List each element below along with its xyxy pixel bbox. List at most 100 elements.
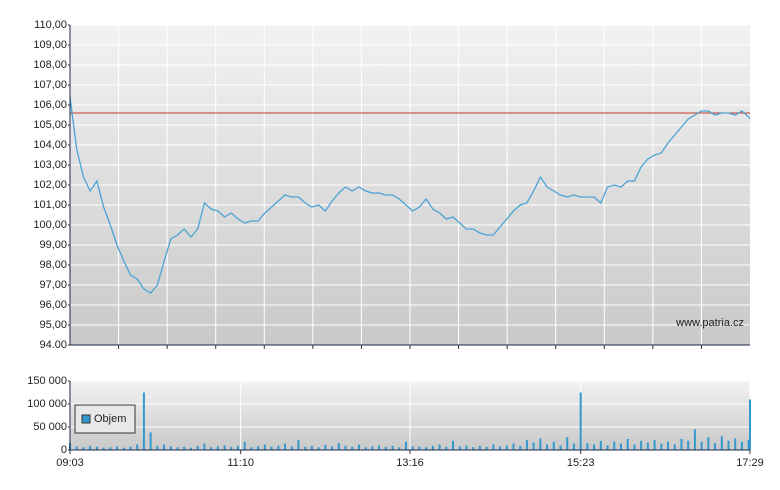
volume-bar [626,438,629,450]
volume-bar [539,438,542,450]
y-tick-label: 103,00 [33,159,67,171]
y-tick-label: 108,00 [33,59,67,71]
volume-bar [183,446,186,450]
volume-bar [667,441,670,450]
volume-bar [720,436,723,450]
volume-bar [646,442,649,450]
volume-bar [445,446,448,450]
volume-bar [384,446,387,450]
volume-bar [391,445,394,450]
volume-bar [250,447,253,450]
y-tick-label: 110,00 [34,19,67,31]
volume-bar [673,444,676,450]
volume-bar [75,446,78,450]
y-tick-label: 99,00 [39,239,67,251]
volume-bar [398,447,401,450]
volume-bar [586,443,589,450]
volume-bar [640,440,643,450]
volume-bar [317,447,320,450]
volume-bar [613,441,616,450]
volume-bar [687,440,690,450]
volume-bar [149,432,152,450]
volume-bar [243,441,246,450]
volume-bar [525,439,528,450]
legend-label: Objem [94,413,126,425]
volume-bar [102,447,105,450]
volume-bar [404,441,407,450]
volume-bar [411,446,414,450]
volume-bar [572,443,575,450]
volume-bar [331,446,334,450]
volume-bar [169,446,172,450]
volume-bar [284,443,287,450]
volume-bar [324,444,327,450]
y-tick-label: 104,00 [33,139,67,151]
y-tick-label: 100,00 [33,219,67,231]
volume-bar [189,447,192,450]
volume-bar [364,447,367,450]
volume-bar [203,443,206,450]
volume-bar [357,444,360,450]
watermark: www.patria.cz [675,317,744,329]
volume-bar [707,437,710,450]
x-tick-label: 11:10 [227,457,254,469]
volume-bar [89,445,92,450]
volume-bar [727,440,730,450]
volume-bar [418,446,421,450]
volume-bar [438,444,441,450]
volume-bar [122,447,125,450]
volume-bar [95,446,98,450]
volume-bar [82,447,85,450]
volume-bar [109,447,112,450]
volume-bar [492,444,495,450]
volume-bar [163,444,166,450]
volume-bar [505,445,508,450]
volume-bar [559,445,562,450]
volume-bar [633,444,636,450]
volume-bar [485,446,488,450]
volume-bar [680,438,683,450]
volume-bar [196,445,199,450]
x-tick-label: 17:29 [736,457,764,469]
volume-bar [452,440,455,450]
volume-bar [371,446,374,450]
y-tick-label: 96,00 [39,299,67,311]
volume-bar [519,445,522,450]
volume-bar [458,446,461,450]
volume-bar [263,444,266,450]
volume-bar [344,445,347,450]
volume-bar [734,438,737,450]
volume-bar [378,445,381,450]
x-tick-label: 09:03 [56,457,84,469]
volume-bar [310,445,313,450]
volume-bar [532,442,535,450]
volume-bar [304,446,307,450]
volume-bar [223,445,226,450]
volume-bar [425,447,428,450]
volume-bar [290,446,293,450]
volume-bar [351,446,354,450]
y-tick-label: 106,00 [33,99,67,111]
volume-bar [546,444,549,450]
y-tick-label: 97,00 [39,279,67,291]
volume-bar [653,439,656,450]
volume-bar [606,445,609,450]
volume-bar [660,443,663,450]
volume-bar [257,446,260,450]
y-tick-label: 105,00 [33,119,67,131]
volume-bar [465,445,468,450]
y-tick-label: 98,00 [39,259,67,271]
price-line [69,96,751,294]
volume-bar [747,439,750,450]
y-tick-label: 100 000 [27,398,67,410]
legend-swatch [81,414,91,424]
volume-bar [599,440,602,450]
volume-bar [566,437,569,450]
volume-bar [136,444,139,450]
y-tick-label: 94.00 [39,339,67,351]
volume-bar [700,441,703,450]
volume-bar [236,445,239,450]
volume-bar [714,443,717,450]
y-tick-label: 109,00 [33,39,67,51]
